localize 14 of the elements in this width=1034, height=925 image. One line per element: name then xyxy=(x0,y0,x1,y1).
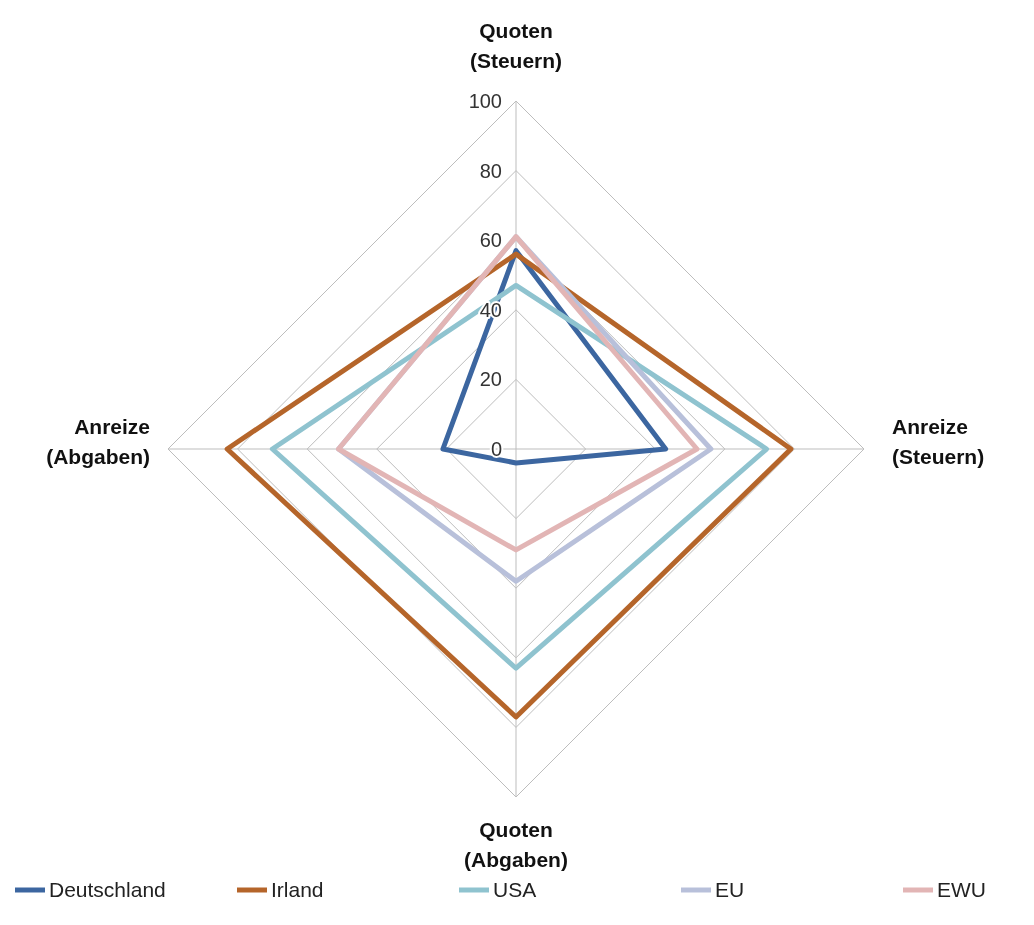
legend-label: EU xyxy=(715,878,745,902)
spoke-label: Anreize (Abgaben) xyxy=(46,415,150,469)
y-tick-label: 0 xyxy=(490,438,502,460)
y-tick-label: 80 xyxy=(479,159,502,182)
y-tick-label: 20 xyxy=(479,368,502,391)
spoke-label: Quoten (Steuern) xyxy=(469,19,563,73)
legend-label: Deutschland xyxy=(49,878,166,902)
legend-label: USA xyxy=(493,878,537,902)
y-tick-label: 60 xyxy=(479,229,502,252)
y-tick-label: 100 xyxy=(468,90,502,112)
legend-label: Irland xyxy=(271,878,324,902)
legend-label: EWU xyxy=(937,878,986,902)
spoke-label: Quoten (Abgaben) xyxy=(464,818,568,872)
spoke-label: Anreize (Steuern) xyxy=(892,415,985,469)
